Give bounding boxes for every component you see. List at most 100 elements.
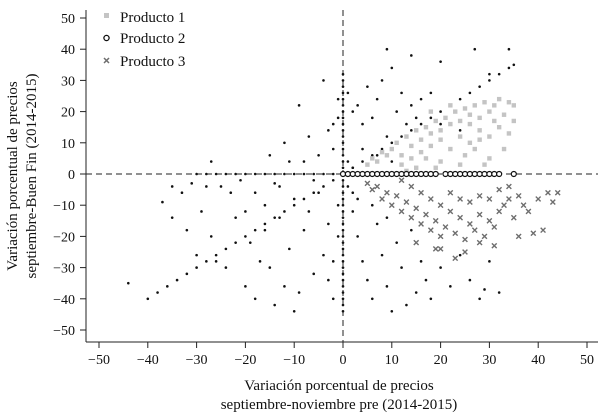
point-producto-2 bbox=[417, 170, 425, 178]
point-otros-productos bbox=[244, 285, 247, 288]
point-producto-1 bbox=[501, 112, 507, 117]
point-producto-3 bbox=[437, 233, 444, 240]
point-diagonal-y-x bbox=[146, 297, 150, 301]
point-otros-productos bbox=[336, 116, 340, 120]
point-eje-x-0 bbox=[341, 72, 345, 76]
point-producto-3 bbox=[491, 242, 498, 249]
point-producto-2 bbox=[354, 170, 361, 178]
point-otros-productos bbox=[292, 309, 296, 313]
point-diagonal-y-x bbox=[380, 147, 384, 151]
x-tick-label: −50 bbox=[88, 353, 110, 368]
point-eje-x-0 bbox=[341, 203, 345, 207]
point-diagonal-y-x bbox=[400, 135, 403, 138]
point-producto-3 bbox=[476, 239, 483, 246]
point-producto-1 bbox=[423, 125, 429, 130]
legend-marker-producto-2 bbox=[103, 34, 110, 42]
point-producto-3 bbox=[466, 199, 473, 205]
point-producto-1 bbox=[482, 100, 487, 105]
point-eje-x-0 bbox=[341, 185, 345, 188]
legend: Producto 1 Producto 2 Producto 3 bbox=[103, 10, 185, 70]
point-otros-productos bbox=[410, 104, 413, 107]
point-producto-1 bbox=[506, 131, 512, 136]
point-producto-2 bbox=[466, 170, 473, 178]
point-otros-productos bbox=[248, 241, 252, 244]
x-tick-label: 20 bbox=[434, 353, 448, 368]
point-otros-productos bbox=[170, 216, 174, 219]
point-eje-x-0 bbox=[341, 278, 345, 282]
point-diagonal-y-x bbox=[410, 129, 413, 132]
point-otros-productos bbox=[185, 228, 189, 232]
point-diagonal-y-x bbox=[205, 260, 208, 263]
point-producto-1 bbox=[414, 128, 419, 133]
point-producto-1 bbox=[462, 106, 468, 111]
point-otros-productos bbox=[507, 47, 511, 51]
point-producto-3 bbox=[393, 192, 400, 199]
point-otros-productos bbox=[385, 285, 389, 288]
point-eje-x-0 bbox=[341, 297, 345, 301]
point-otros-productos bbox=[302, 228, 306, 232]
point-otros-productos bbox=[317, 153, 320, 157]
point-diagonal-y-x bbox=[292, 203, 296, 207]
point-producto-3 bbox=[413, 205, 420, 212]
point-otros-productos bbox=[346, 185, 350, 188]
legend-label-producto-2: Producto 2 bbox=[120, 31, 185, 47]
point-otros-productos bbox=[419, 260, 423, 263]
point-producto-1 bbox=[487, 109, 492, 114]
point-otros-productos bbox=[244, 210, 247, 213]
y-tick-label: −50 bbox=[53, 324, 75, 339]
point-otros-productos bbox=[429, 91, 433, 95]
point-producto-1 bbox=[394, 140, 399, 145]
point-producto-1 bbox=[433, 118, 438, 124]
point-producto-3 bbox=[423, 211, 429, 218]
point-otros-productos bbox=[263, 203, 267, 207]
point-otros-productos bbox=[297, 104, 301, 107]
point-producto-1 bbox=[448, 121, 453, 127]
point-producto-1 bbox=[374, 159, 380, 164]
y-tick-label: −40 bbox=[53, 293, 75, 308]
point-eje-x-0 bbox=[341, 303, 345, 307]
point-producto-3 bbox=[413, 239, 420, 246]
point-otros-productos bbox=[400, 266, 403, 269]
point-otros-productos bbox=[390, 66, 394, 70]
point-eje-y-0 bbox=[322, 172, 325, 176]
point-producto-3 bbox=[452, 230, 459, 237]
point-producto-3 bbox=[476, 192, 483, 199]
point-producto-3 bbox=[447, 208, 454, 215]
point-producto-2 bbox=[510, 170, 517, 178]
point-eje-y-0 bbox=[244, 172, 247, 176]
point-eje-x-0 bbox=[341, 309, 345, 313]
point-producto-1 bbox=[370, 156, 375, 161]
point-producto-1 bbox=[414, 165, 419, 170]
point-producto-2 bbox=[374, 170, 381, 178]
y-tick-label: 30 bbox=[61, 74, 75, 89]
point-otros-productos bbox=[224, 266, 228, 269]
point-producto-3 bbox=[403, 199, 410, 205]
y-tick-label: −20 bbox=[53, 230, 75, 245]
point-otros-productos bbox=[288, 160, 291, 163]
point-otros-productos bbox=[312, 272, 316, 276]
point-otros-productos bbox=[239, 178, 242, 182]
point-otros-productos bbox=[283, 285, 286, 288]
point-eje-x-0 bbox=[341, 260, 345, 263]
point-producto-3 bbox=[427, 227, 434, 234]
point-producto-3 bbox=[457, 214, 464, 221]
point-otros-productos bbox=[385, 47, 389, 51]
point-eje-y-0 bbox=[214, 172, 218, 176]
point-producto-1 bbox=[511, 103, 516, 108]
point-otros-productos bbox=[410, 228, 413, 232]
point-eje-x-0 bbox=[341, 116, 345, 120]
point-producto-1 bbox=[472, 103, 477, 108]
point-otros-productos bbox=[336, 235, 340, 238]
legend-marker-producto-1 bbox=[104, 13, 109, 18]
point-diagonal-y-x bbox=[439, 110, 442, 113]
point-otros-productos bbox=[258, 260, 262, 263]
point-producto-1 bbox=[457, 134, 463, 139]
point-otros-productos bbox=[366, 278, 369, 282]
point-producto-3 bbox=[506, 196, 512, 202]
point-producto-2 bbox=[476, 170, 483, 178]
x-tick-label: −40 bbox=[137, 353, 159, 368]
axis-ticks: −50 −40 −30 −20 −10 0 10 20 30 40 50 −50 −40 −30 −20 −1… bbox=[53, 12, 594, 368]
point-producto-3 bbox=[379, 196, 385, 202]
point-otros-productos bbox=[336, 203, 340, 207]
